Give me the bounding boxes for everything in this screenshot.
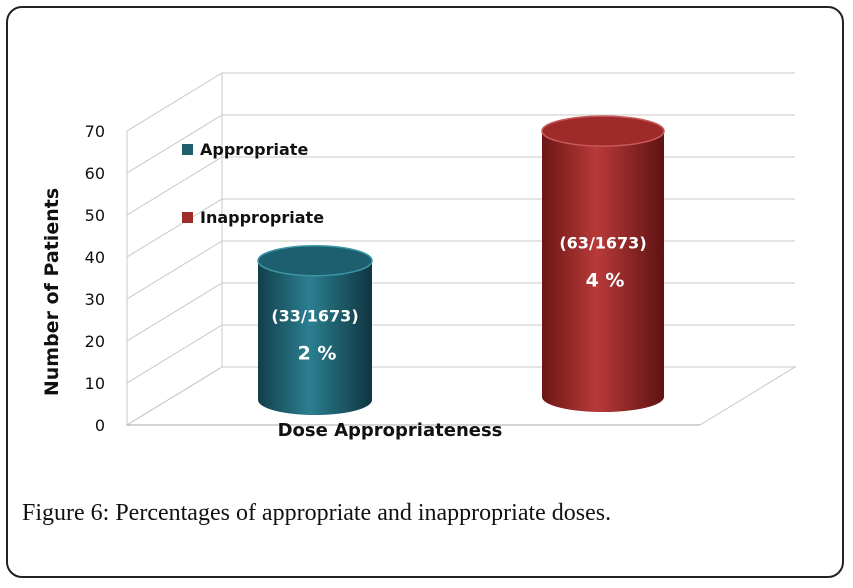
gridline <box>126 156 795 216</box>
bar-inappropriate: (63/1673) 4 % <box>541 115 665 412</box>
x-axis-label: Dose Appropriateness <box>278 420 503 441</box>
gridline <box>126 72 795 132</box>
floor <box>125 366 797 426</box>
gridline <box>126 282 795 342</box>
bar-top <box>257 244 373 277</box>
caption-text: Percentages of appropriate and inappropr… <box>115 500 612 526</box>
caption-label: Figure 6: <box>22 500 110 526</box>
legend-swatch <box>182 212 193 223</box>
legend-label: Inappropriate <box>200 208 324 227</box>
data-label-percent: 4 % <box>586 270 625 292</box>
bar-appropriate: (33/1673) 2 % <box>257 244 373 415</box>
y-axis-ticks: 0 10 20 30 40 50 60 70 <box>85 122 105 435</box>
legend-swatch <box>182 144 193 155</box>
y-tick-label: 60 <box>85 164 105 183</box>
y-tick-label: 10 <box>85 374 105 393</box>
figure-frame <box>6 6 844 578</box>
gridline <box>126 240 795 300</box>
bar-top <box>541 115 665 147</box>
y-tick-label: 40 <box>85 248 105 267</box>
bar-body <box>258 260 372 415</box>
legend-label: Appropriate <box>200 140 308 159</box>
data-label-count: (63/1673) <box>559 234 646 253</box>
bar-body <box>542 131 664 412</box>
data-label-percent: 2 % <box>298 342 337 364</box>
figure-caption: Figure 6: Percentages of appropriate and… <box>22 500 822 527</box>
chart-walls <box>125 72 797 426</box>
y-tick-label: 0 <box>95 416 105 435</box>
y-tick-label: 50 <box>85 206 105 225</box>
y-tick-label: 20 <box>85 332 105 351</box>
y-axis-label: Number of Patients <box>41 188 63 396</box>
legend: Appropriate Inappropriate <box>182 140 324 227</box>
chart: 0 10 20 30 40 50 60 70 (33/1673) 2 % (63/1673) 4 %… <box>41 72 797 441</box>
y-tick-label: 30 <box>85 290 105 309</box>
bars: (33/1673) 2 % (63/1673) 4 % <box>257 115 665 415</box>
y-tick-label: 70 <box>85 122 105 141</box>
data-label-count: (33/1673) <box>271 306 358 325</box>
